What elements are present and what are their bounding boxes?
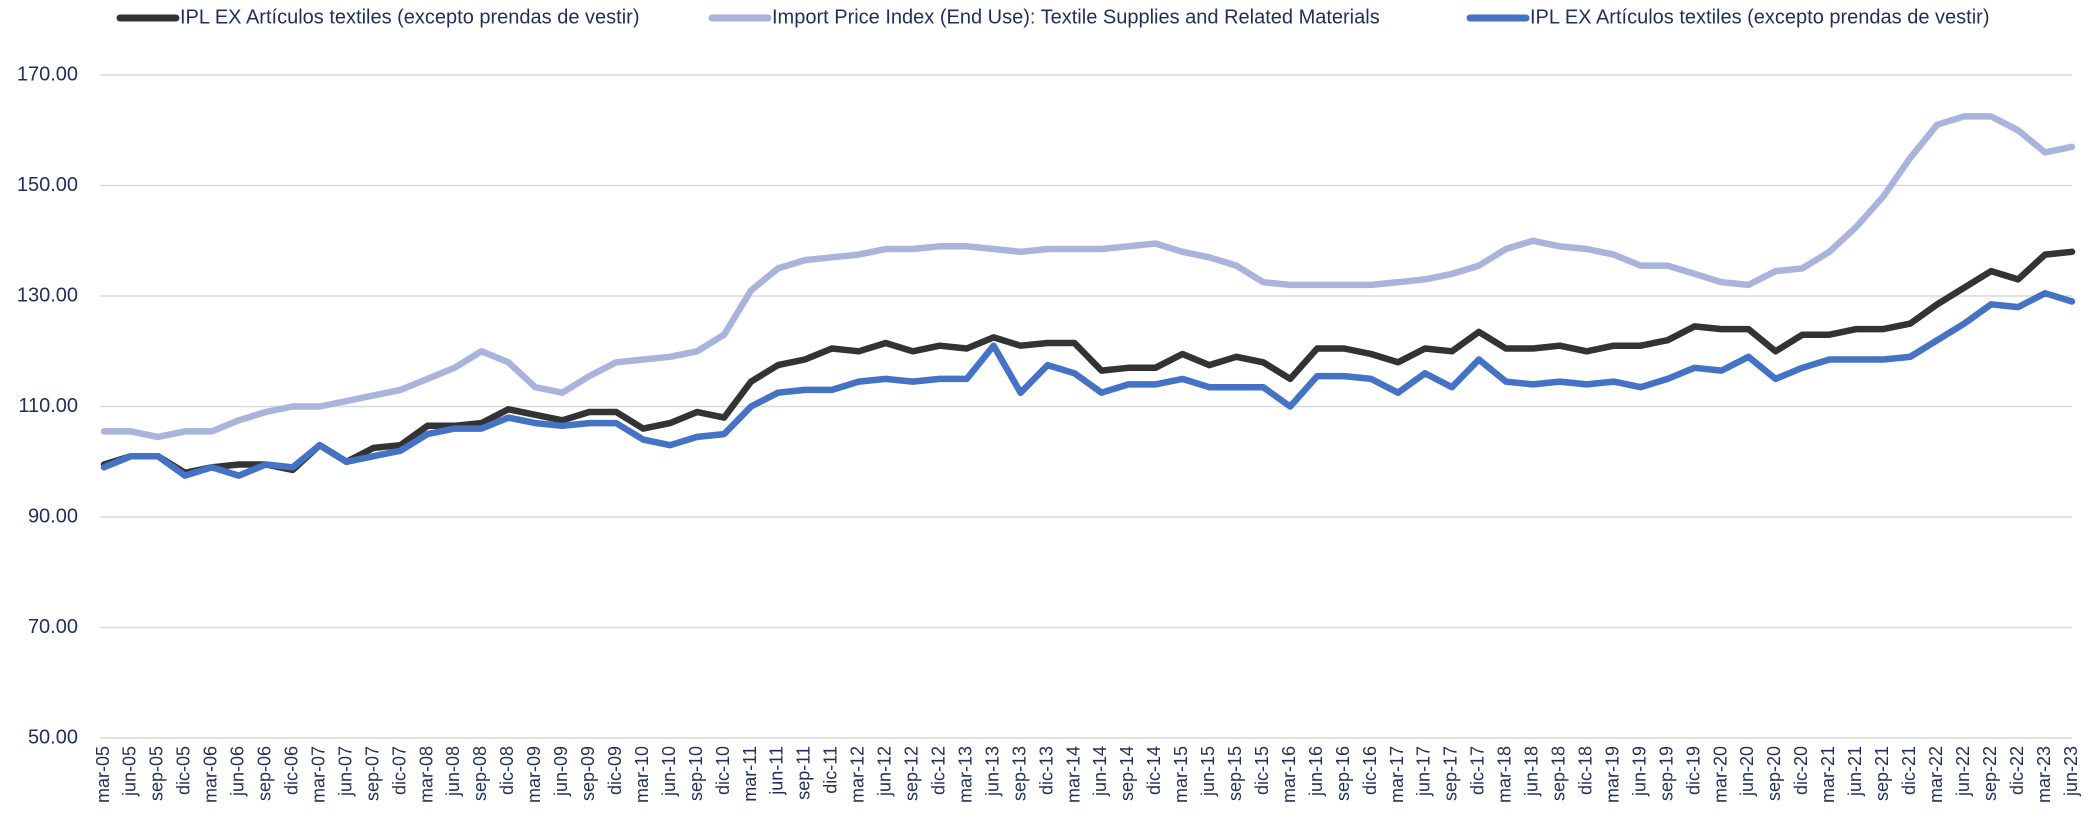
x-tick-label: mar-11 — [740, 746, 760, 802]
x-tick-label: jun-19 — [1629, 746, 1649, 797]
x-tick-label: jun-23 — [2061, 746, 2081, 797]
x-tick-label: dic-18 — [1575, 746, 1595, 795]
x-tick-label: sep-16 — [1333, 746, 1353, 801]
x-tick-label: jun-09 — [551, 746, 571, 797]
x-tick-label: mar-13 — [955, 746, 975, 803]
y-tick-label: 150.00 — [17, 174, 78, 196]
x-tick-label: sep-12 — [902, 746, 922, 801]
x-tick-label: jun-16 — [1306, 746, 1326, 797]
x-tick-label: sep-19 — [1656, 746, 1676, 801]
x-tick-label: jun-21 — [1845, 746, 1865, 797]
x-tick-label: sep-08 — [470, 746, 490, 801]
x-tick-label: sep-11 — [794, 746, 814, 800]
x-tick-label: dic-05 — [174, 746, 194, 795]
x-tick-label: jun-10 — [659, 746, 679, 797]
x-tick-label: sep-05 — [147, 746, 167, 801]
y-tick-label: 170.00 — [17, 63, 78, 85]
x-tick-label: mar-20 — [1710, 746, 1730, 803]
x-tick-label: jun-12 — [875, 746, 895, 797]
x-tick-label: jun-14 — [1090, 746, 1110, 797]
x-tick-label: sep-21 — [1872, 746, 1892, 801]
x-tick-label: mar-21 — [1818, 746, 1838, 803]
x-tick-label: dic-17 — [1468, 746, 1488, 795]
x-tick-label: mar-08 — [416, 746, 436, 803]
x-tick-label: dic-22 — [2007, 746, 2027, 795]
x-tick-label: dic-06 — [281, 746, 301, 795]
series-line — [104, 252, 2072, 473]
x-tick-label: mar-17 — [1387, 746, 1407, 803]
x-tick-label: sep-10 — [686, 746, 706, 801]
legend-label: IPL EX Artículos textiles (excepto prend… — [180, 6, 639, 28]
x-tick-label: dic-08 — [497, 746, 517, 795]
x-tick-label: sep-06 — [255, 746, 275, 801]
series-line — [104, 116, 2072, 437]
x-tick-label: mar-15 — [1171, 746, 1191, 803]
series-line — [104, 293, 2072, 475]
y-tick-label: 130.00 — [17, 284, 78, 306]
x-tick-label: sep-22 — [1980, 746, 2000, 801]
y-tick-label: 70.00 — [28, 616, 78, 638]
x-tick-label: dic-20 — [1791, 746, 1811, 795]
x-tick-label: sep-14 — [1117, 746, 1137, 801]
x-tick-label: jun-08 — [443, 746, 463, 797]
x-tick-label: jun-17 — [1414, 746, 1434, 797]
legend-label: Import Price Index (End Use): Textile Su… — [772, 6, 1380, 28]
x-tick-label: mar-10 — [632, 746, 652, 803]
page: 50.00 70.00 90.00 110.00 130.00 150.00 170.00 m… — [0, 0, 2100, 825]
x-tick-label: dic-19 — [1683, 746, 1703, 795]
x-tick-label: mar-16 — [1279, 746, 1299, 803]
x-tick-label: sep-13 — [1009, 746, 1029, 801]
x-tick-label: mar-14 — [1063, 746, 1083, 803]
x-tick-label: jun-20 — [1737, 746, 1757, 797]
x-tick-label: mar-19 — [1602, 746, 1622, 803]
legend-label: IPL EX Artículos textiles (excepto prend… — [1530, 6, 1989, 28]
x-tick-label: dic-15 — [1252, 746, 1272, 795]
x-tick-label: jun-22 — [1953, 746, 1973, 797]
x-tick-label: mar-22 — [1926, 746, 1946, 803]
y-tick-label: 110.00 — [18, 395, 78, 417]
x-tick-label: dic-09 — [605, 746, 625, 795]
x-tick-label: mar-06 — [201, 746, 221, 803]
x-tick-label: dic-14 — [1144, 746, 1164, 795]
x-tick-label: mar-09 — [524, 746, 544, 803]
y-tick-label: 90.00 — [28, 505, 78, 527]
x-tick-label: sep-20 — [1764, 746, 1784, 801]
x-tick-label: jun-13 — [982, 746, 1002, 797]
x-tick-label: jun-11 — [767, 746, 787, 796]
x-tick-label: jun-15 — [1198, 746, 1218, 797]
x-tick-label: jun-06 — [228, 746, 248, 797]
x-tick-label: sep-18 — [1549, 746, 1569, 801]
x-tick-label: mar-12 — [848, 746, 868, 803]
x-tick-label: dic-13 — [1036, 746, 1056, 795]
x-tick-label: sep-15 — [1225, 746, 1245, 801]
x-tick-label: jun-05 — [120, 746, 140, 797]
x-tick-label: mar-23 — [2034, 746, 2054, 803]
x-tick-label: mar-05 — [93, 746, 113, 803]
x-tick-label: dic-10 — [713, 746, 733, 795]
x-tick-label: dic-16 — [1360, 746, 1380, 795]
x-tick-label: dic-11 — [821, 746, 841, 794]
y-tick-label: 50.00 — [28, 726, 78, 748]
x-tick-label: mar-07 — [308, 746, 328, 803]
x-tick-label: sep-07 — [362, 746, 382, 801]
x-tick-label: mar-18 — [1495, 746, 1515, 803]
x-tick-label: jun-07 — [335, 746, 355, 797]
x-tick-label: jun-18 — [1522, 746, 1542, 797]
chart: 50.00 70.00 90.00 110.00 130.00 150.00 170.00 m… — [0, 0, 2100, 825]
x-tick-label: dic-21 — [1899, 746, 1919, 795]
x-tick-label: sep-09 — [578, 746, 598, 801]
x-tick-label: sep-17 — [1441, 746, 1461, 801]
x-tick-label: dic-07 — [389, 746, 409, 795]
x-tick-label: dic-12 — [928, 746, 948, 795]
